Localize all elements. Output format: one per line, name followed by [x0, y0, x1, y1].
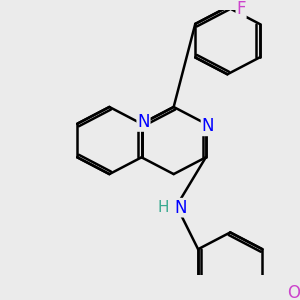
Text: H: H: [157, 200, 169, 215]
Text: N: N: [174, 199, 187, 217]
Text: F: F: [236, 0, 246, 18]
Text: N: N: [137, 113, 150, 131]
Text: N: N: [202, 117, 214, 135]
Text: O: O: [287, 284, 300, 300]
